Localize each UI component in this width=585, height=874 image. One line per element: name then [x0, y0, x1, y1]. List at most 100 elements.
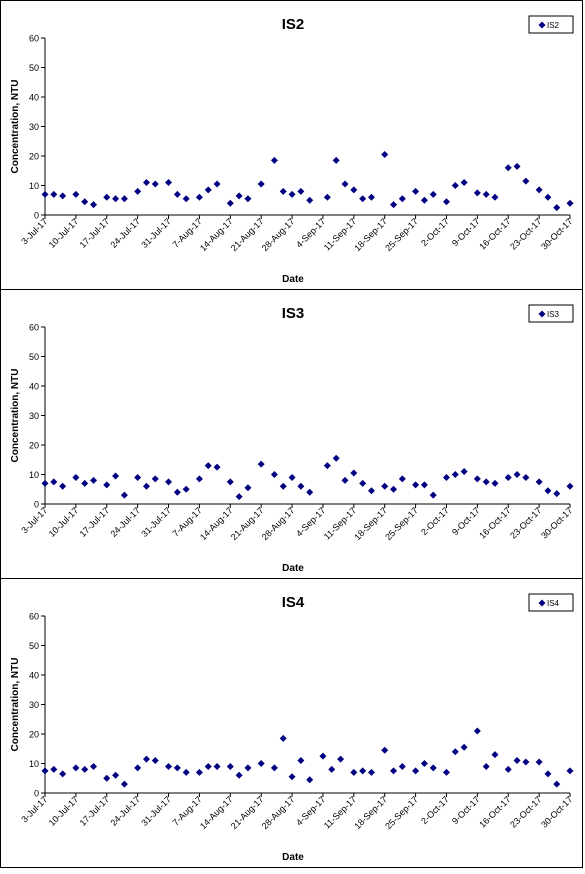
data-point — [204, 186, 212, 194]
data-point — [134, 473, 142, 481]
x-tick-label: 17-Jul-17 — [78, 794, 112, 828]
data-point — [270, 156, 278, 164]
data-point — [270, 764, 278, 772]
data-point — [535, 758, 543, 766]
x-tick-label: 23-Oct-17 — [508, 216, 543, 251]
x-tick-label: 2-Oct-17 — [419, 216, 451, 248]
series-points — [41, 151, 574, 212]
data-point — [257, 760, 265, 767]
data-point — [442, 198, 450, 206]
data-point — [553, 204, 561, 212]
x-tick-label: 9-Oct-17 — [450, 794, 482, 826]
data-point — [381, 482, 389, 490]
x-tick-label: 30-Oct-17 — [539, 794, 574, 829]
data-point — [566, 199, 574, 207]
data-point — [279, 187, 287, 195]
data-point — [341, 180, 349, 188]
data-point — [204, 762, 212, 770]
legend-box — [528, 304, 574, 323]
data-point — [398, 475, 406, 483]
series-points — [41, 727, 574, 788]
chart-title: IS2 — [282, 16, 305, 33]
data-point — [504, 473, 512, 481]
data-point — [522, 177, 530, 185]
legend-box — [528, 15, 574, 34]
data-point — [367, 193, 375, 201]
data-point — [381, 151, 389, 159]
data-point — [473, 475, 481, 483]
y-tick-label: 20 — [29, 730, 39, 740]
data-point — [257, 180, 265, 188]
series-points — [41, 454, 574, 501]
data-point — [195, 475, 203, 483]
y-tick-label: 0 — [34, 500, 39, 510]
data-point — [451, 748, 459, 756]
data-point — [398, 195, 406, 203]
x-tick-label: 31-Jul-17 — [139, 505, 173, 539]
data-point — [473, 727, 481, 735]
x-tick-label: 30-Oct-17 — [539, 216, 574, 251]
x-tick-label: 24-Jul-17 — [108, 505, 142, 539]
data-point — [59, 192, 67, 200]
data-point — [165, 762, 173, 770]
data-point — [120, 491, 128, 499]
x-tick-label: 10-Jul-17 — [47, 216, 81, 250]
data-point — [72, 190, 80, 198]
data-point — [244, 195, 252, 203]
data-point — [482, 762, 490, 770]
legend: IS2 — [528, 15, 574, 34]
data-point — [420, 481, 428, 489]
data-point — [90, 476, 98, 484]
data-point — [195, 768, 203, 776]
x-tick-label: 2-Oct-17 — [419, 505, 451, 537]
x-tick-label: 3-Jul-17 — [19, 505, 49, 535]
y-tick-label: 50 — [29, 352, 39, 362]
y-tick-label: 20 — [29, 152, 39, 162]
data-point — [306, 196, 314, 204]
data-point — [412, 187, 420, 195]
x-tick-label: 16-Oct-17 — [477, 216, 512, 251]
data-point — [359, 195, 367, 203]
data-point — [504, 164, 512, 172]
data-point — [535, 478, 543, 486]
data-point — [429, 491, 437, 499]
data-point — [544, 487, 552, 495]
data-point — [182, 195, 190, 203]
x-axis-label: Date — [282, 852, 304, 863]
data-point — [451, 182, 459, 189]
data-point — [553, 490, 561, 498]
legend-marker — [538, 599, 546, 607]
y-tick-label: 40 — [29, 671, 39, 681]
data-point — [451, 471, 459, 478]
data-point — [381, 746, 389, 754]
x-tick-label: 10-Jul-17 — [47, 505, 81, 539]
data-point — [553, 780, 561, 788]
legend-label: IS4 — [547, 599, 560, 608]
data-point — [72, 473, 80, 481]
y-tick-label: 30 — [29, 122, 39, 132]
data-point — [120, 780, 128, 788]
data-point — [226, 199, 234, 207]
data-point — [323, 462, 331, 470]
data-point — [279, 734, 287, 742]
y-tick-label: 10 — [29, 181, 39, 191]
data-point — [491, 479, 499, 487]
data-point — [182, 768, 190, 776]
data-point — [337, 755, 345, 763]
data-point — [544, 193, 552, 201]
data-point — [244, 484, 252, 492]
y-tick-label: 0 — [34, 789, 39, 799]
chart-is2: IS2 IS2 0 10 20 30 40 50 60 3-Jul-1710-Jul-1717-J… — [10, 15, 574, 285]
data-point — [460, 468, 468, 476]
data-point — [81, 765, 89, 773]
x-tick-label: 17-Jul-17 — [78, 216, 112, 250]
data-point — [50, 190, 58, 198]
data-point — [544, 770, 552, 778]
data-point — [297, 757, 305, 765]
data-point — [134, 187, 142, 195]
data-point — [204, 462, 212, 470]
data-point — [513, 471, 521, 478]
data-point — [195, 193, 203, 201]
data-point — [173, 764, 181, 772]
data-point — [41, 479, 49, 487]
